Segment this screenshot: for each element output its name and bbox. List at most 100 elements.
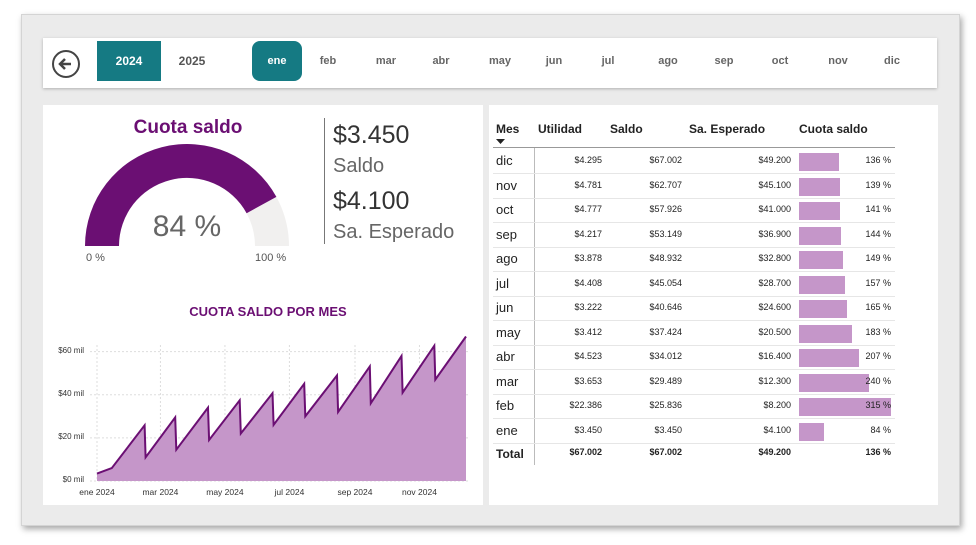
cell-utilidad: $3.412 [574, 326, 602, 337]
header-utilidad[interactable]: Utilidad [538, 122, 582, 136]
cell-utilidad: $4.523 [574, 351, 602, 361]
month-oct-button[interactable]: oct [771, 55, 789, 67]
x-tick-label: may 2024 [206, 487, 244, 497]
month-sep-button[interactable]: sep [714, 55, 734, 67]
table-row[interactable]: feb $22.386 $25.836 $8.200 315 % [493, 394, 895, 419]
cuota-bar [799, 349, 860, 367]
table-row[interactable]: dic $4.295 $67.002 $49.200 136 % [493, 149, 895, 174]
cell-utilidad: $3.222 [574, 302, 602, 312]
table-row[interactable]: may $3.412 $37.424 $20.500 183 % [493, 321, 895, 346]
cell-cuota: 240 % [865, 375, 891, 386]
table-row[interactable]: nov $4.781 $62.707 $45.100 139 % [493, 174, 895, 199]
month-may-button[interactable]: may [488, 55, 512, 67]
cell-saldo: $53.149 [649, 228, 682, 239]
cell-cuota: 84 % [870, 424, 891, 435]
cell-cuota: 315 % [865, 400, 891, 410]
cuota-bar [799, 324, 853, 343]
cell-esperado: $16.400 [758, 351, 791, 361]
cell-cuota: 141 % [865, 204, 891, 214]
cell-esperado: $28.700 [758, 277, 791, 288]
sort-desc-icon[interactable] [496, 139, 505, 145]
cuota-bar [799, 177, 840, 196]
cell-esperado: $41.000 [758, 204, 791, 214]
total-cuota: 136 % [865, 447, 891, 457]
cell-mes: mar [496, 373, 519, 389]
cell-saldo: $3.450 [654, 424, 682, 435]
y-tick-label: $20 mil [58, 431, 84, 441]
header-cuota[interactable]: Cuota saldo [799, 122, 868, 136]
cell-utilidad: $4.408 [574, 277, 602, 288]
cuota-bar [799, 300, 848, 318]
month-jul-button[interactable]: jul [601, 55, 615, 67]
total-utilidad: $67.002 [569, 447, 602, 457]
header-saldo[interactable]: Saldo [610, 122, 643, 136]
month-feb-button[interactable]: feb [319, 55, 337, 67]
cuota-bar [799, 226, 842, 245]
gauge-fill [85, 144, 277, 246]
year-2024-button[interactable]: 2024 [97, 41, 161, 81]
cell-utilidad: $3.450 [574, 424, 602, 435]
month-dic-button[interactable]: dic [884, 55, 900, 67]
right-panel [489, 105, 938, 505]
month-abr-button[interactable]: abr [432, 55, 450, 67]
cuota-bar [799, 202, 841, 220]
esperado-value: $4.100 [333, 187, 410, 215]
table-row[interactable]: ene $3.450 $3.450 $4.100 84 % [493, 419, 895, 444]
kpi-divider [324, 118, 325, 244]
month-ago-button[interactable]: ago [658, 55, 678, 67]
cell-cuota: 136 % [865, 155, 891, 165]
cell-mes: ene [496, 422, 518, 438]
month-nov-button[interactable]: nov [828, 55, 848, 67]
month-ene-button[interactable]: ene [252, 41, 302, 81]
chart-title: CUOTA SALDO POR MES [189, 304, 347, 319]
total-esperado: $49.200 [758, 447, 791, 457]
saldo-value: $3.450 [333, 121, 410, 149]
x-tick-label: nov 2024 [401, 487, 437, 497]
year-2025-button[interactable]: 2025 [178, 54, 206, 68]
table-row[interactable]: jul $4.408 $45.054 $28.700 157 % [493, 272, 895, 297]
cell-saldo: $34.012 [649, 351, 682, 361]
table-row[interactable]: jun $3.222 $40.646 $24.600 165 % [493, 296, 895, 321]
x-tick-label: ene 2024 [79, 487, 115, 497]
cell-utilidad: $4.777 [574, 204, 602, 214]
x-tick-label: sep 2024 [337, 487, 373, 497]
header-divider [493, 147, 895, 148]
table-row[interactable]: mar $3.653 $29.489 $12.300 240 % [493, 370, 895, 395]
gauge-min-label: 0 % [86, 252, 105, 264]
cell-saldo: $45.054 [649, 277, 682, 288]
cell-mes: jul [496, 275, 510, 291]
table-row[interactable]: sep $4.217 $53.149 $36.900 144 % [493, 223, 895, 248]
cell-cuota: 144 % [865, 228, 891, 239]
table-row[interactable]: oct $4.777 $57.926 $41.000 141 % [493, 198, 895, 223]
cuota-bar [799, 275, 845, 294]
header-mes[interactable]: Mes [496, 122, 520, 136]
cell-cuota: 183 % [865, 326, 891, 337]
cuota-bar [799, 373, 870, 392]
cell-mes: jun [496, 300, 514, 315]
cell-esperado: $8.200 [763, 400, 791, 410]
cell-mes: nov [496, 177, 517, 193]
gauge-value: 84 % [152, 210, 222, 243]
cell-saldo: $62.707 [649, 179, 682, 190]
table-row[interactable]: ago $3.878 $48.932 $32.800 149 % [493, 247, 895, 272]
cell-mes: may [496, 324, 521, 340]
cell-saldo: $48.932 [649, 253, 682, 263]
gauge-chart [85, 144, 289, 246]
cell-cuota: 139 % [865, 179, 891, 190]
cell-utilidad: $4.217 [574, 228, 602, 239]
table-row[interactable]: abr $4.523 $34.012 $16.400 207 % [493, 345, 895, 370]
cell-utilidad: $22.386 [569, 400, 602, 410]
cell-mes: ago [496, 251, 518, 266]
header-esperado[interactable]: Sa. Esperado [689, 122, 766, 136]
cell-esperado: $49.200 [758, 155, 791, 165]
series-line [96, 335, 467, 475]
month-mar-button[interactable]: mar [375, 55, 397, 67]
cell-cuota: 149 % [865, 253, 891, 263]
cuota-bar [799, 251, 843, 269]
gauge-title: Cuota saldo [133, 117, 243, 138]
y-tick-label: $40 mil [58, 388, 84, 398]
cell-utilidad: $3.878 [574, 253, 602, 263]
month-jun-button[interactable]: jun [545, 55, 563, 67]
back-arrow-icon[interactable] [52, 50, 80, 78]
cell-esperado: $32.800 [758, 253, 791, 263]
